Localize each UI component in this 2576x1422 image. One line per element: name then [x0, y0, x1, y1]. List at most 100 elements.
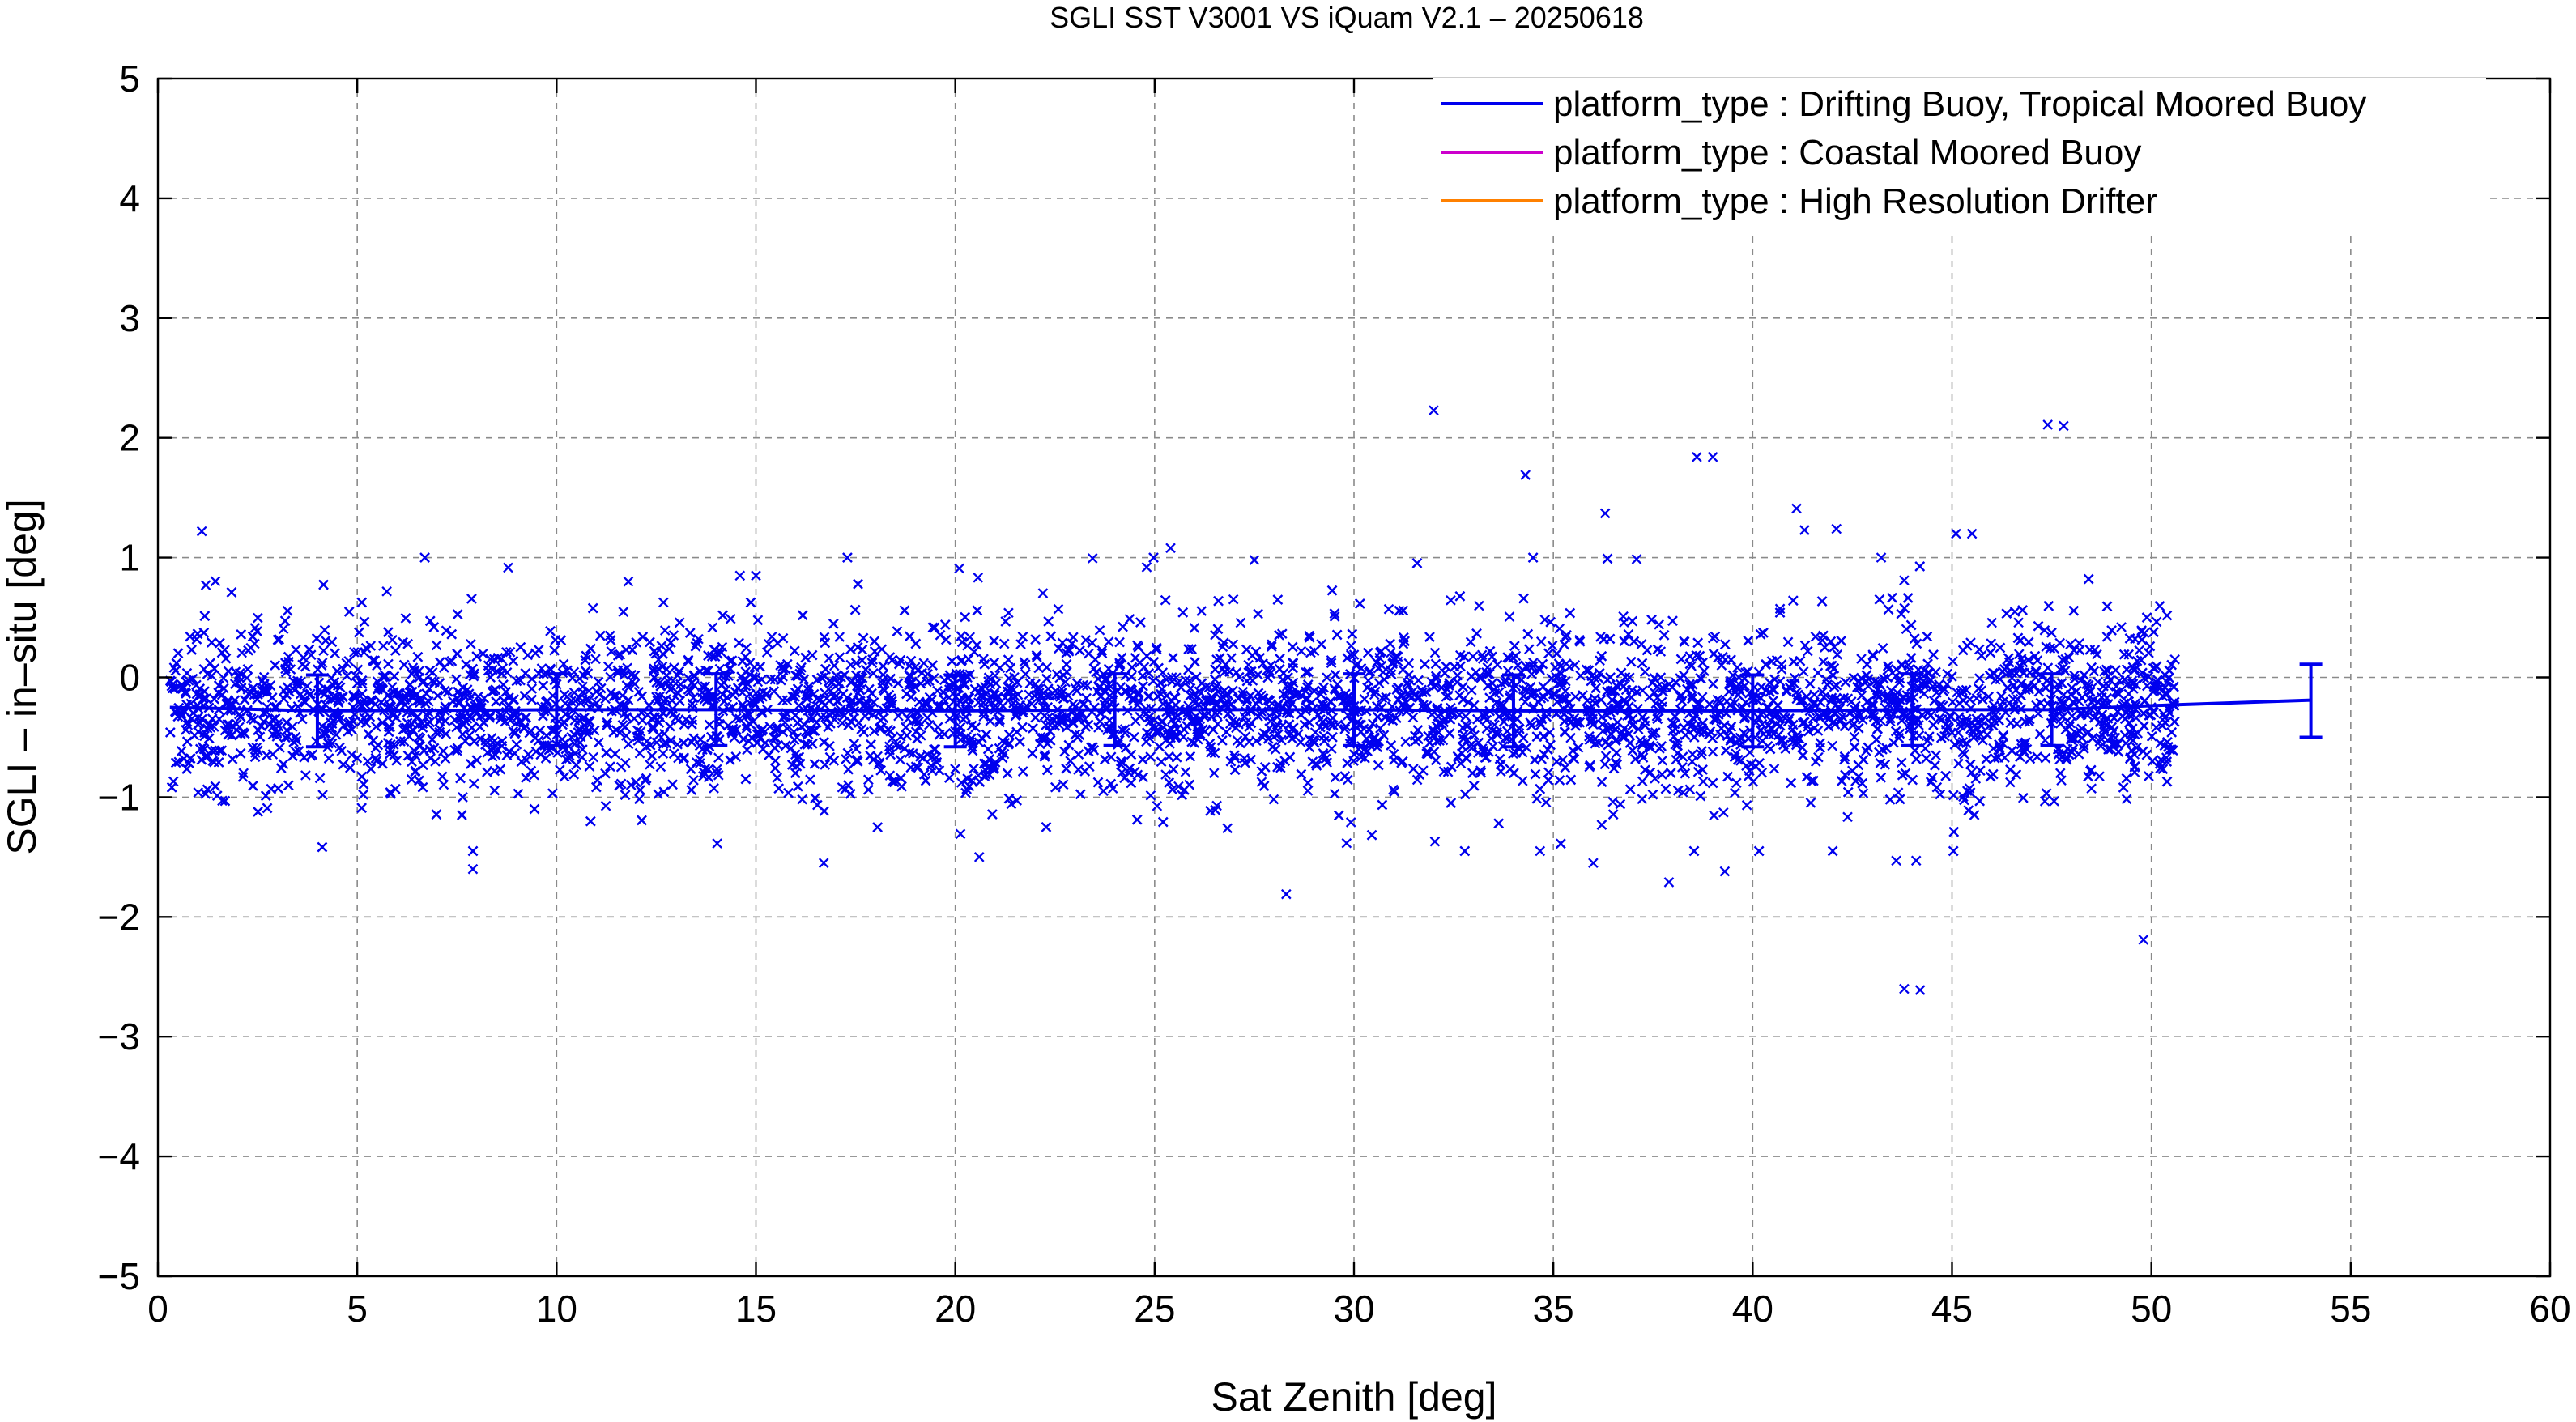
data-point — [1832, 649, 1843, 660]
data-point — [600, 693, 611, 705]
data-point — [305, 649, 317, 661]
data-point — [1446, 761, 1457, 773]
data-point — [343, 607, 355, 617]
data-point — [1842, 811, 1853, 823]
data-point — [592, 775, 602, 786]
data-point — [918, 658, 930, 669]
data-point — [845, 644, 856, 655]
data-point — [1529, 755, 1540, 765]
data-point — [1151, 644, 1162, 655]
data-point — [1403, 669, 1415, 680]
data-point — [772, 637, 783, 649]
data-point — [741, 723, 752, 734]
data-point — [709, 783, 719, 794]
data-point — [1741, 800, 1752, 811]
data-point — [1810, 756, 1821, 767]
data-point — [637, 815, 647, 826]
data-point — [623, 695, 634, 705]
data-point — [974, 777, 986, 787]
data-point — [1637, 749, 1647, 760]
data-point — [1887, 592, 1897, 603]
data-point — [300, 770, 311, 781]
data-point — [522, 649, 533, 661]
data-point — [1782, 636, 1794, 648]
data-point — [1827, 740, 1837, 751]
data-point — [998, 638, 1010, 649]
data-point — [314, 773, 326, 784]
data-point — [2065, 639, 2076, 650]
data-point — [2076, 675, 2086, 686]
data-point — [1467, 651, 1479, 662]
data-point — [2054, 637, 2065, 649]
data-point — [2120, 738, 2131, 749]
data-point — [436, 771, 448, 782]
data-point — [877, 675, 888, 686]
data-point — [1484, 668, 1495, 679]
data-point — [1535, 845, 1546, 857]
data-point — [645, 759, 655, 770]
data-point — [291, 735, 302, 746]
data-point — [1505, 764, 1516, 775]
data-point — [1631, 554, 1642, 564]
data-point — [2101, 601, 2113, 612]
data-point — [1985, 647, 1996, 658]
data-point — [1696, 749, 1707, 760]
data-point — [1030, 634, 1041, 645]
data-point — [602, 661, 614, 672]
data-point — [2012, 632, 2024, 644]
data-point — [241, 672, 253, 683]
data-point — [1719, 639, 1731, 650]
data-point — [1774, 676, 1786, 687]
data-point — [1665, 768, 1676, 778]
data-point — [944, 773, 955, 783]
data-point — [1896, 757, 1907, 768]
data-point — [176, 746, 187, 756]
data-point — [742, 744, 752, 756]
data-point — [1119, 773, 1130, 784]
data-point — [588, 751, 598, 763]
data-point — [1786, 777, 1796, 789]
data-point — [1731, 777, 1742, 789]
data-point — [1377, 799, 1388, 811]
data-point — [1559, 639, 1569, 650]
data-point — [342, 671, 352, 681]
data-point — [430, 756, 441, 767]
data-point — [1429, 647, 1441, 658]
chart-title: SGLI SST V3001 VS iQuam V2.1 – 20250618 — [1050, 1, 1644, 34]
data-point — [763, 638, 774, 649]
data-point — [1798, 666, 1809, 677]
data-point — [434, 657, 445, 667]
data-point — [1667, 717, 1678, 729]
data-point — [1958, 791, 1969, 803]
data-point — [1600, 751, 1612, 761]
data-point — [1805, 798, 1816, 808]
data-point — [646, 751, 658, 761]
data-point — [713, 752, 724, 764]
data-point — [1386, 740, 1397, 751]
data-point — [972, 640, 982, 650]
data-point — [1774, 603, 1786, 615]
data-point — [1986, 617, 1998, 628]
data-point — [1466, 684, 1477, 696]
data-point — [1217, 735, 1228, 746]
data-point — [964, 632, 976, 643]
data-point — [876, 644, 888, 654]
data-point — [253, 612, 263, 624]
data-point — [549, 645, 560, 656]
data-point — [887, 655, 897, 666]
data-point — [2068, 605, 2080, 616]
data-point — [2040, 752, 2051, 764]
data-point — [1138, 680, 1148, 692]
data-point — [1599, 759, 1611, 770]
data-point — [533, 645, 544, 655]
data-point — [173, 756, 185, 768]
data-point — [834, 632, 845, 642]
data-point — [600, 800, 611, 811]
data-point — [1619, 617, 1629, 628]
data-point — [2043, 601, 2054, 611]
data-point — [338, 663, 349, 675]
data-point — [2134, 645, 2144, 656]
data-point — [1985, 771, 1996, 782]
data-point — [664, 721, 675, 732]
data-point — [645, 636, 655, 648]
